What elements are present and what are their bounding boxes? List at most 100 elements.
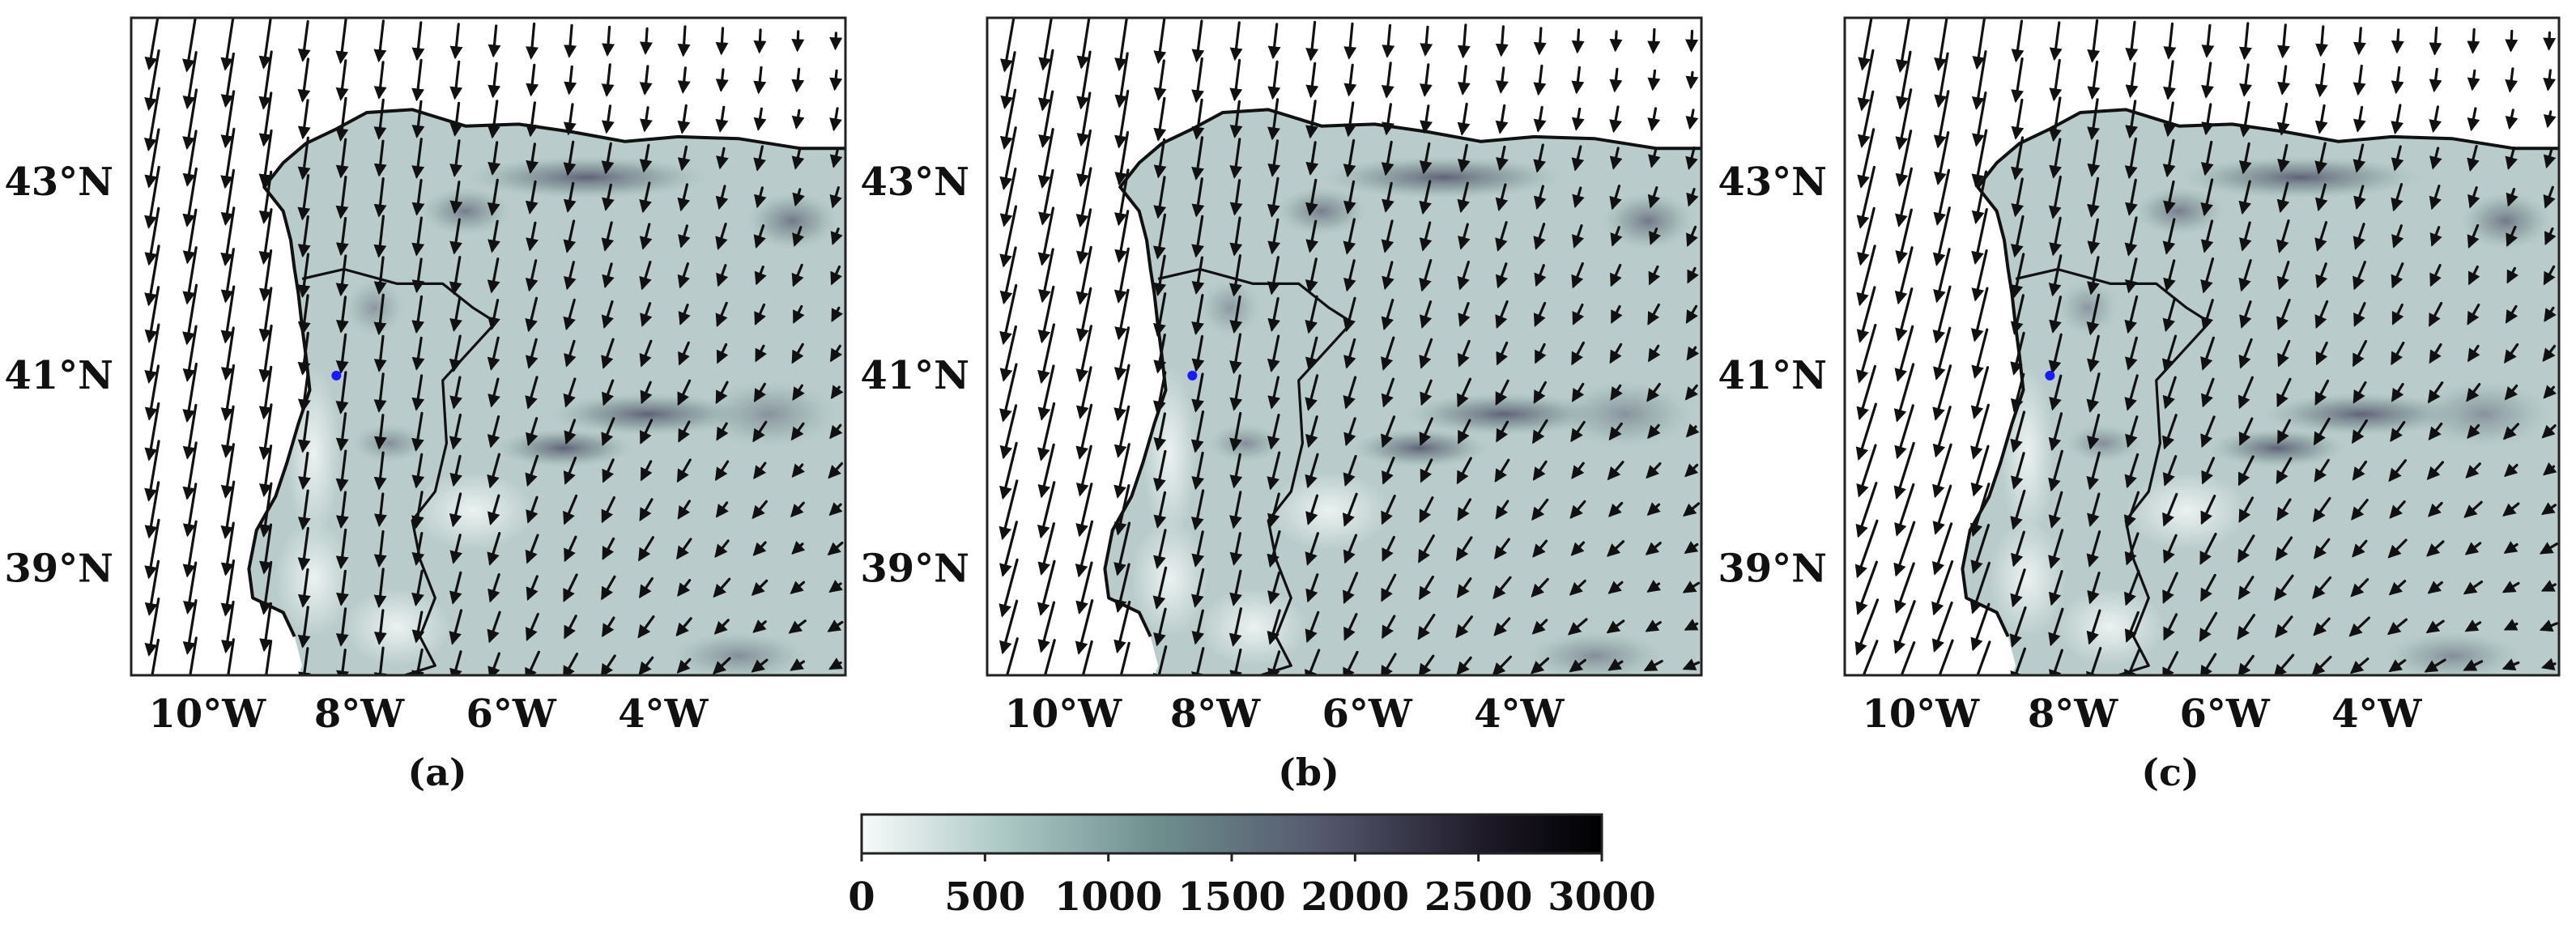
wind-arrow (1685, 108, 1699, 130)
wind-arrow (2086, 647, 2102, 675)
wind-arrow (1038, 168, 1054, 226)
wind-arrow (1607, 461, 1624, 481)
wind-arrow (999, 404, 1018, 460)
wind-arrow (2200, 219, 2214, 253)
wind-arrow (1457, 181, 1471, 214)
wind-vectors (143, 18, 844, 675)
wind-arrow (677, 25, 691, 57)
wind-arrow (2200, 377, 2215, 408)
wind-arrow (183, 561, 198, 615)
wind-arrow (1153, 292, 1167, 338)
wind-arrow (297, 99, 311, 140)
wind-arrow (2424, 658, 2446, 673)
wind-arrow (2277, 23, 2290, 59)
wind-arrow (640, 106, 653, 133)
wind-arrow (2315, 25, 2328, 57)
wind-arrow (1420, 458, 1433, 483)
wind-arrow (676, 538, 692, 560)
wind-arrow (1153, 607, 1167, 647)
wind-arrow (2238, 576, 2255, 600)
wind-arrow (2466, 383, 2481, 402)
wind-arrow (790, 581, 806, 594)
wind-arrow (2011, 136, 2025, 181)
wind-arrow (640, 419, 654, 444)
wind-arrow (144, 286, 160, 343)
wind-arrow (1343, 259, 1356, 292)
panel-label-c: (c) (2141, 751, 2199, 794)
lat-tick-label: 39°N (4, 547, 113, 592)
wind-arrow (1970, 602, 1991, 652)
wind-arrow (1971, 249, 1988, 302)
wind-arrow (373, 530, 387, 568)
wind-arrow (258, 50, 273, 110)
wind-arrow (1572, 382, 1585, 402)
wind-arrow (1893, 521, 1916, 577)
wind-arrow (1075, 245, 1092, 305)
wind-arrow (1343, 218, 1356, 255)
wind-arrow (715, 381, 729, 405)
wind-arrow (1267, 609, 1281, 645)
wind-arrow (2163, 259, 2176, 292)
wind-arrow (1113, 443, 1130, 499)
wind-arrow (1530, 657, 1550, 674)
wind-arrow (2201, 62, 2214, 99)
wind-arrow (715, 223, 728, 250)
wind-arrow (2391, 341, 2405, 366)
wind-arrow (2504, 463, 2519, 478)
wind-arrow (1037, 601, 1056, 653)
wind-arrow (2125, 62, 2139, 99)
wind-arrow (526, 496, 539, 524)
lat-tick-label: 43°N (860, 160, 969, 205)
wind-arrow (715, 27, 729, 56)
wind-arrow (714, 460, 730, 482)
wind-arrow (449, 376, 462, 410)
wind-arrow (2315, 262, 2328, 289)
wind-arrow (999, 168, 1017, 228)
wind-arrow (675, 617, 692, 637)
wind-arrow (373, 98, 387, 140)
wind-arrow (1267, 334, 1280, 373)
lon-tick-label: 6°W (1322, 691, 1412, 737)
wind-arrow (1153, 254, 1167, 296)
wind-arrow (1932, 406, 1952, 458)
wind-arrow (563, 494, 578, 525)
wind-arrow (2463, 500, 2483, 518)
wind-arrow (2277, 143, 2290, 173)
wind-arrow (1895, 130, 1913, 187)
wind-arrow (449, 454, 462, 487)
wind-arrow (488, 377, 500, 408)
wind-arrow (2011, 98, 2025, 140)
wind-arrow (449, 413, 462, 450)
wind-arrow (1038, 90, 1054, 149)
wind-arrow (1533, 64, 1547, 96)
wind-arrow (601, 575, 616, 601)
wind-arrow (753, 382, 766, 402)
wind-arrow (1648, 148, 1661, 168)
wind-arrow (1567, 618, 1588, 636)
wind-arrow (373, 334, 387, 372)
wind-arrow (1893, 600, 1916, 654)
wind-arrow (1856, 286, 1876, 343)
wind-arrow (1457, 65, 1471, 96)
wind-arrow (2314, 458, 2330, 483)
wind-arrow (1856, 165, 1876, 229)
wind-arrow (1382, 615, 1396, 640)
wind-arrow (1934, 131, 1950, 186)
wind-arrow (1075, 403, 1093, 460)
wind-arrow (373, 215, 387, 258)
wind-arrow (1456, 577, 1472, 598)
lat-tick-label: 41°N (860, 353, 969, 398)
wind-arrow (2391, 66, 2404, 95)
colorbar-tick-label: 1000 (1054, 874, 1163, 920)
wind-arrow (1610, 384, 1623, 401)
wind-arrow (1114, 18, 1129, 72)
wind-arrow (2544, 306, 2557, 322)
wind-arrow (258, 560, 273, 615)
wind-arrow (488, 62, 501, 99)
wind-arrow (1305, 453, 1319, 489)
wind-arrow (1495, 66, 1509, 94)
wind-arrow (752, 500, 769, 520)
wind-arrow (639, 223, 653, 250)
wind-arrow (2049, 296, 2063, 334)
wind-arrow (2049, 649, 2063, 675)
